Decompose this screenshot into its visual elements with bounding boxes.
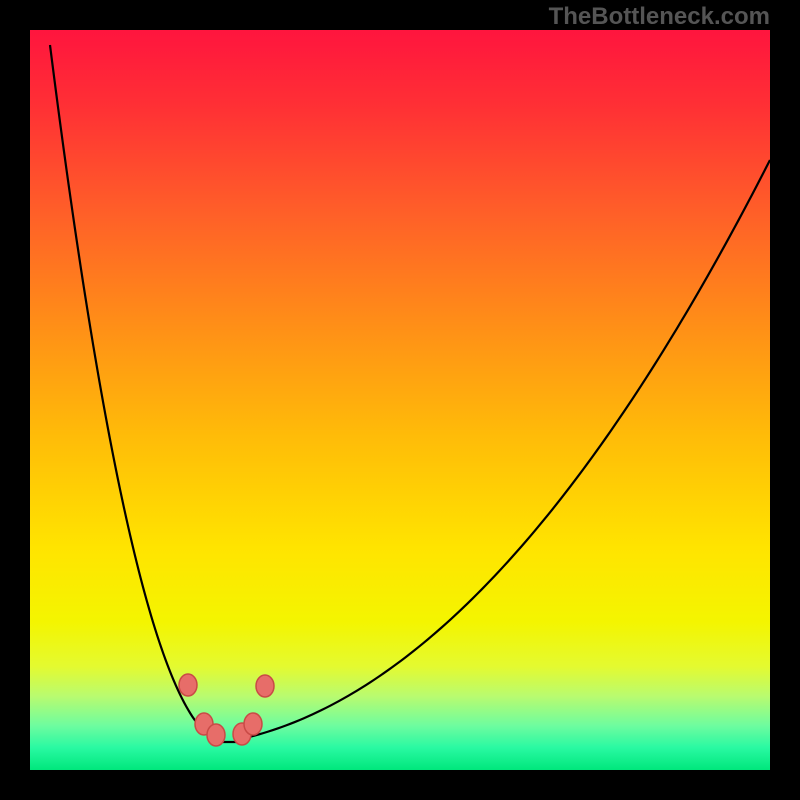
chart-svg — [30, 30, 770, 770]
plot-area — [30, 30, 770, 770]
curve-marker — [244, 713, 262, 735]
curve-marker — [207, 724, 225, 746]
curve-marker — [179, 674, 197, 696]
curve-marker — [256, 675, 274, 697]
chart-frame: TheBottleneck.com — [0, 0, 800, 800]
bottleneck-curve — [50, 45, 770, 742]
watermark-text: TheBottleneck.com — [549, 3, 770, 31]
